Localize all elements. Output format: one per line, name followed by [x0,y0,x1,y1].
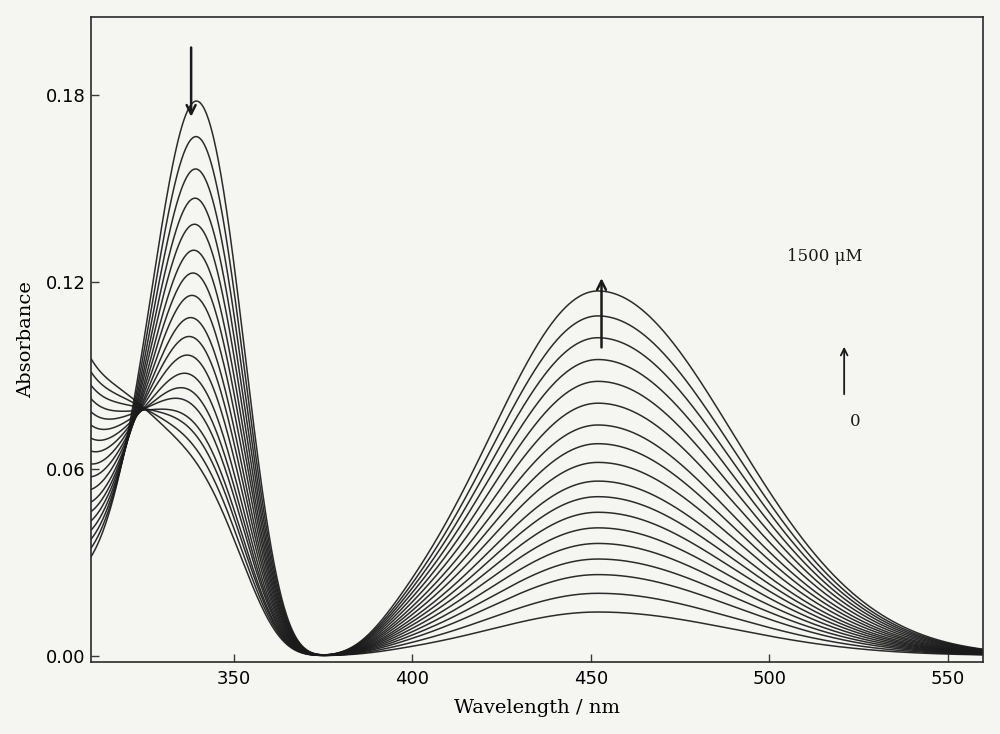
X-axis label: Wavelength / nm: Wavelength / nm [454,700,620,717]
Text: 0: 0 [850,413,860,430]
Text: 1500 μM: 1500 μM [787,248,863,265]
Y-axis label: Absorbance: Absorbance [17,281,35,398]
